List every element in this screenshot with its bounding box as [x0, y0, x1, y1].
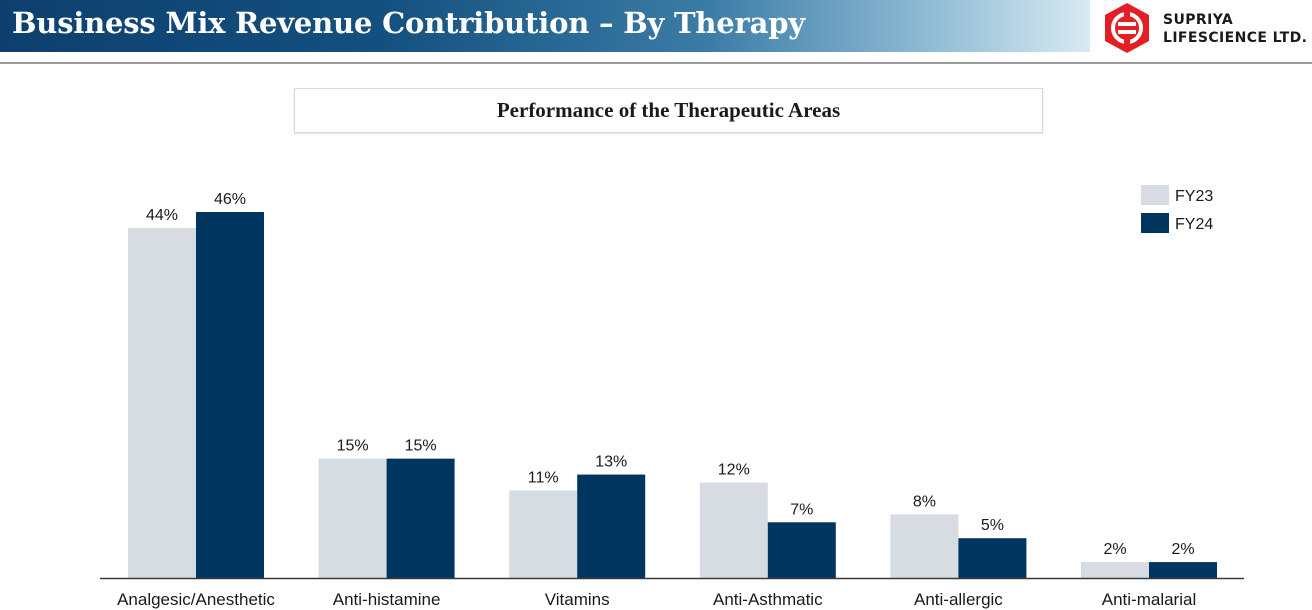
x-tick-label-3: Vitamins — [545, 590, 610, 609]
data-label-fy24-4: 7% — [790, 501, 813, 518]
data-label-fy23-2: 15% — [337, 438, 369, 455]
x-tick-label-4: Anti-Asthmatic — [713, 590, 823, 609]
data-label-fy24-3: 13% — [595, 454, 627, 471]
bar-fy23-6 — [1081, 562, 1149, 578]
data-label-fy24-2: 15% — [405, 438, 437, 455]
data-label-fy23-4: 12% — [718, 462, 750, 479]
data-label-fy23-5: 8% — [913, 493, 936, 510]
bar-fy23-2 — [318, 458, 387, 578]
bar-fy24-2 — [386, 458, 455, 578]
page-title: Business Mix Revenue Contribution – By T… — [12, 6, 805, 40]
bar-fy23-1 — [128, 227, 196, 579]
company-name-line1: SUPRIYA — [1163, 12, 1234, 28]
bar-fy24-6 — [1149, 562, 1217, 578]
bar-fy24-1 — [196, 212, 264, 578]
x-tick-label-6: Anti-malarial — [1102, 590, 1196, 609]
bar-fy24-5 — [958, 538, 1027, 578]
bar-fy23-5 — [890, 514, 959, 578]
legend-swatch-fy24 — [1141, 213, 1169, 233]
data-label-fy24-1: 46% — [214, 191, 246, 208]
bar-fy24-3 — [577, 474, 646, 578]
company-name: SUPRIYA LIFESCIENCE LTD. — [1163, 11, 1307, 47]
bar-fy23-3 — [509, 490, 578, 578]
x-tick-label-2: Anti-histamine — [333, 590, 441, 609]
legend-label-fy23: FY23 — [1175, 188, 1213, 205]
data-label-fy23-3: 11% — [528, 469, 559, 486]
header-divider — [0, 62, 1312, 64]
data-label-fy24-5: 5% — [981, 517, 1004, 534]
bar-fy23-4 — [699, 482, 768, 578]
bar-fy24-4 — [767, 522, 836, 578]
legend-swatch-fy23 — [1141, 185, 1169, 205]
data-label-fy23-6: 2% — [1103, 541, 1126, 558]
chart-title: Performance of the Therapeutic Areas — [294, 88, 1043, 133]
data-label-fy23-1: 44% — [146, 207, 178, 224]
legend-label-fy24: FY24 — [1175, 216, 1213, 233]
company-name-line2: LIFESCIENCE LTD. — [1163, 30, 1308, 46]
supriya-logo-icon — [1105, 3, 1149, 53]
data-label-fy24-6: 2% — [1171, 541, 1194, 558]
header-band: Business Mix Revenue Contribution – By T… — [0, 0, 1090, 52]
x-tick-label-5: Anti-allergic — [914, 590, 1003, 609]
x-tick-label-1: Analgesic/Anesthetic — [117, 590, 275, 609]
company-logo: SUPRIYA LIFESCIENCE LTD. — [1100, 2, 1310, 54]
